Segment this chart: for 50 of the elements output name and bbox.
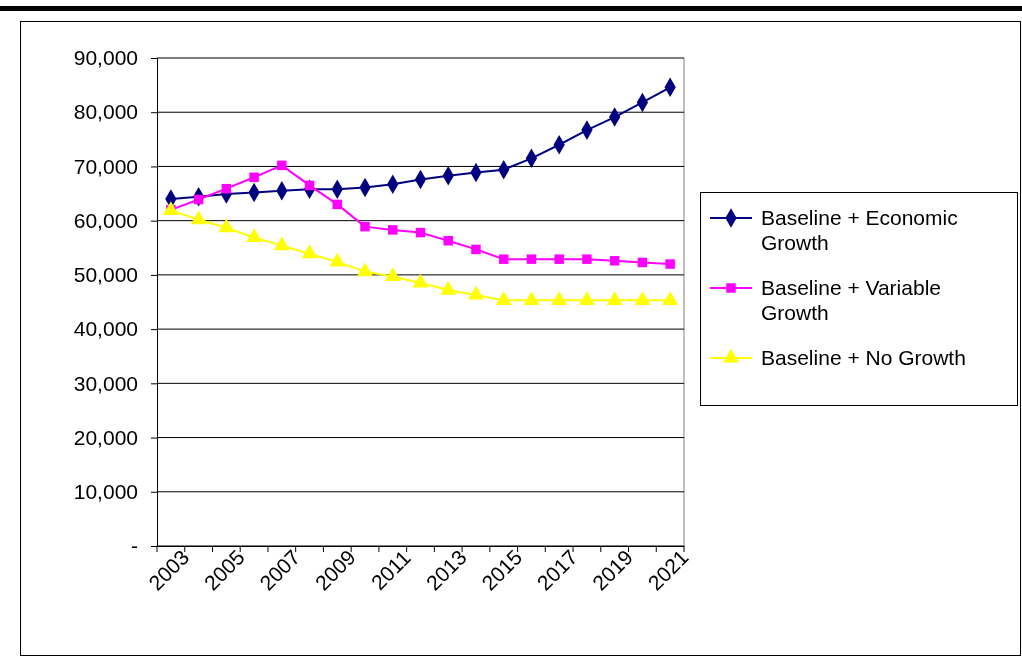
legend-label: Baseline + No Growth [761,346,966,370]
point [162,201,179,215]
point [193,194,204,205]
point [412,273,429,288]
point [578,291,595,305]
point [637,257,648,268]
point [329,252,346,267]
y-tick-label: 80,000 [73,100,138,124]
y-tick-label: 10,000 [73,480,138,503]
point [332,199,343,210]
point [634,291,651,305]
point [301,244,318,259]
point [443,235,453,246]
point [551,291,568,305]
point [606,291,623,305]
legend-label: Baseline + Economic Growth [761,206,958,255]
point [554,254,564,264]
point [582,254,592,264]
point [662,291,679,305]
y-tick-label: 60,000 [73,208,138,232]
y-tick-label: 50,000 [73,263,138,287]
point [495,291,512,305]
y-tick-label: 90,000 [73,46,138,70]
legend-label: Baseline + Variable Growth [761,276,941,325]
point [218,218,235,233]
point [273,236,290,251]
point [246,228,263,243]
point [360,221,370,232]
y-tick-label: 40,000 [73,317,138,341]
y-tick-label: 30,000 [73,371,138,395]
point [388,225,398,235]
point [384,267,401,282]
y-tick-label: - [131,534,138,558]
point [249,172,259,183]
y-tick-label: 70,000 [73,154,138,178]
point [415,227,426,238]
point [190,210,207,225]
y-tick-label: 20,000 [73,425,138,449]
point [665,259,675,269]
point [468,285,484,300]
point [221,183,232,194]
point [523,291,540,305]
point [440,280,457,295]
point [357,262,373,277]
point [498,254,509,264]
point [609,256,620,266]
point [471,244,481,255]
point [277,160,287,171]
point [526,254,537,264]
point [304,180,315,191]
